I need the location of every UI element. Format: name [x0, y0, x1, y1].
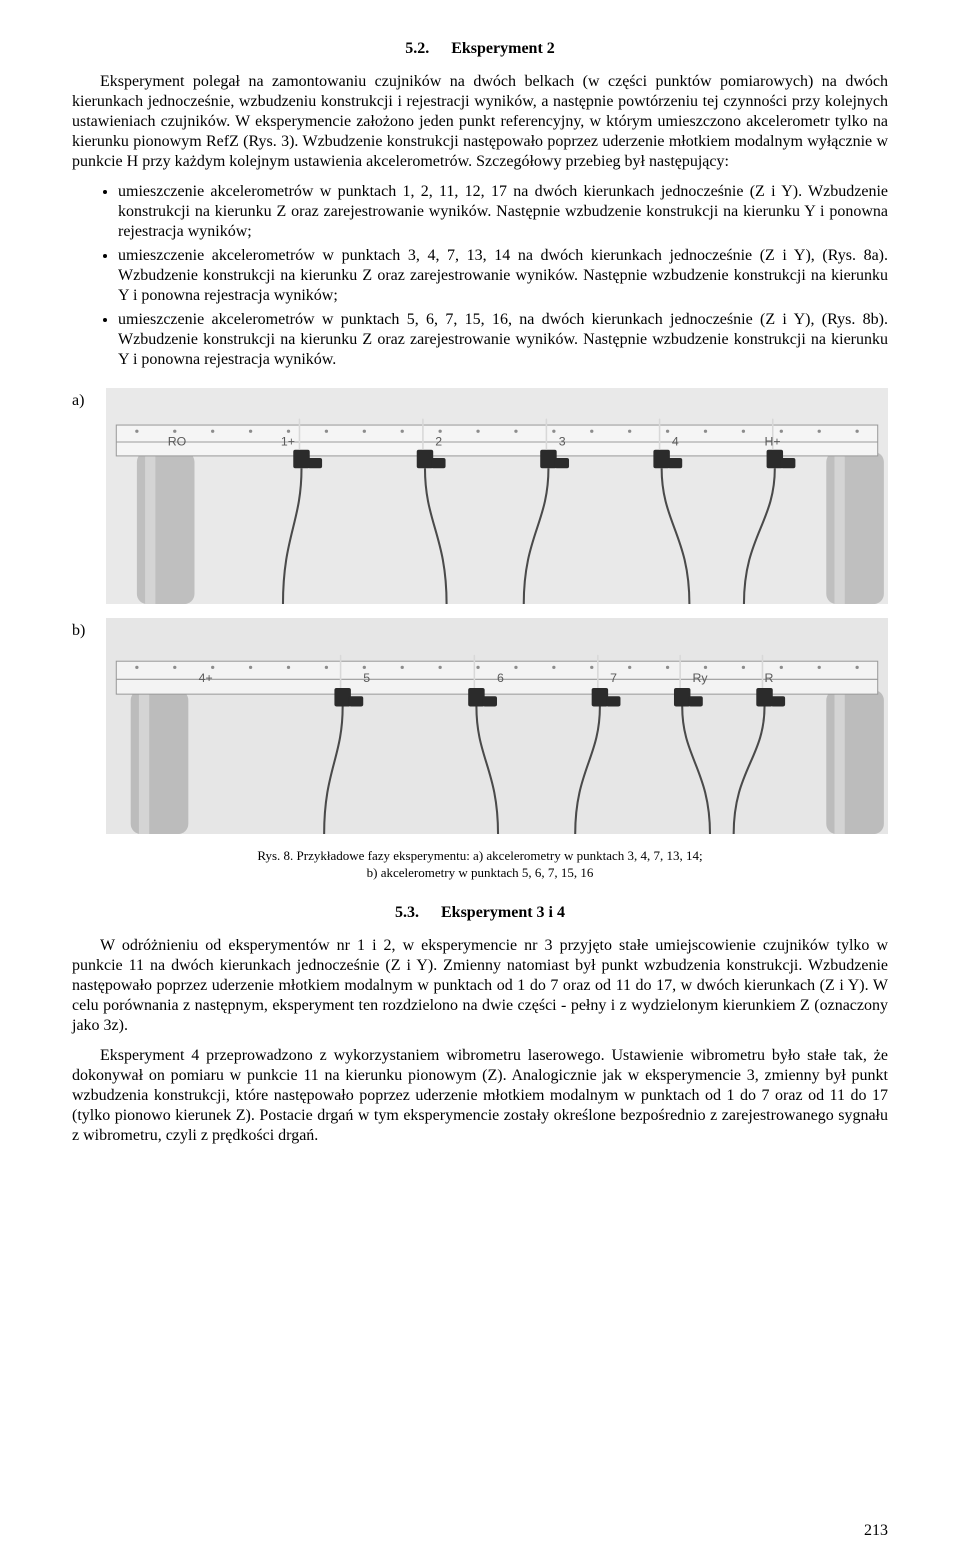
heading-5-3: 5.3. Eksperyment 3 i 4 — [72, 904, 888, 922]
section-5-2-bullets: umieszczenie akcelerometrów w punktach 1… — [72, 182, 888, 370]
heading-5-2-number: 5.2. — [405, 40, 429, 57]
svg-text:H+: H+ — [765, 435, 781, 449]
heading-5-2-title: Eksperyment 2 — [451, 40, 555, 57]
section-5-2-bullet-3: umieszczenie akcelerometrów w punktach 5… — [118, 310, 888, 370]
section-5-2-paragraph-1: Eksperyment polegał na zamontowaniu czuj… — [72, 72, 888, 172]
svg-text:5: 5 — [363, 671, 370, 685]
figure-8-caption-line-1: Rys. 8. Przykładowe fazy eksperymentu: a… — [257, 848, 702, 863]
figure-8b-image: 4+ 5 6 7 Ry R — [106, 618, 888, 834]
heading-5-3-number: 5.3. — [395, 904, 419, 921]
svg-text:RO: RO — [168, 435, 187, 449]
figure-8a-label: a) — [72, 388, 106, 410]
heading-5-2: 5.2. Eksperyment 2 — [72, 40, 888, 58]
svg-text:Ry: Ry — [692, 671, 708, 685]
figure-8b-label: b) — [72, 618, 106, 640]
svg-text:1+: 1+ — [281, 435, 295, 449]
figure-8-caption-line-2: b) akcelerometry w punktach 5, 6, 7, 15,… — [367, 865, 594, 880]
section-5-2-bullet-1: umieszczenie akcelerometrów w punktach 1… — [118, 182, 888, 242]
page-number: 213 — [864, 1522, 888, 1540]
svg-text:3: 3 — [559, 435, 566, 449]
figure-8b-row: b) 4+ 5 6 7 Ry R — [72, 618, 888, 834]
figure-8a-row: a) RO 1+ 2 3 4 H+ — [72, 388, 888, 604]
heading-5-3-title: Eksperyment 3 i 4 — [441, 904, 565, 921]
section-5-3-paragraph-1: W odróżnieniu od eksperymentów nr 1 i 2,… — [72, 936, 888, 1036]
page: 5.2. Eksperyment 2 Eksperyment polegał n… — [0, 0, 960, 1564]
figure-8a-image: RO 1+ 2 3 4 H+ — [106, 388, 888, 604]
svg-text:R: R — [765, 671, 774, 685]
figure-8-caption: Rys. 8. Przykładowe fazy eksperymentu: a… — [72, 848, 888, 882]
svg-text:4+: 4+ — [199, 671, 213, 685]
svg-text:7: 7 — [610, 671, 617, 685]
section-5-3-paragraph-2: Eksperyment 4 przeprowadzono z wykorzyst… — [72, 1046, 888, 1146]
svg-text:4: 4 — [672, 435, 679, 449]
svg-text:6: 6 — [497, 671, 504, 685]
svg-text:2: 2 — [435, 435, 442, 449]
section-5-2-bullet-2: umieszczenie akcelerometrów w punktach 3… — [118, 246, 888, 306]
